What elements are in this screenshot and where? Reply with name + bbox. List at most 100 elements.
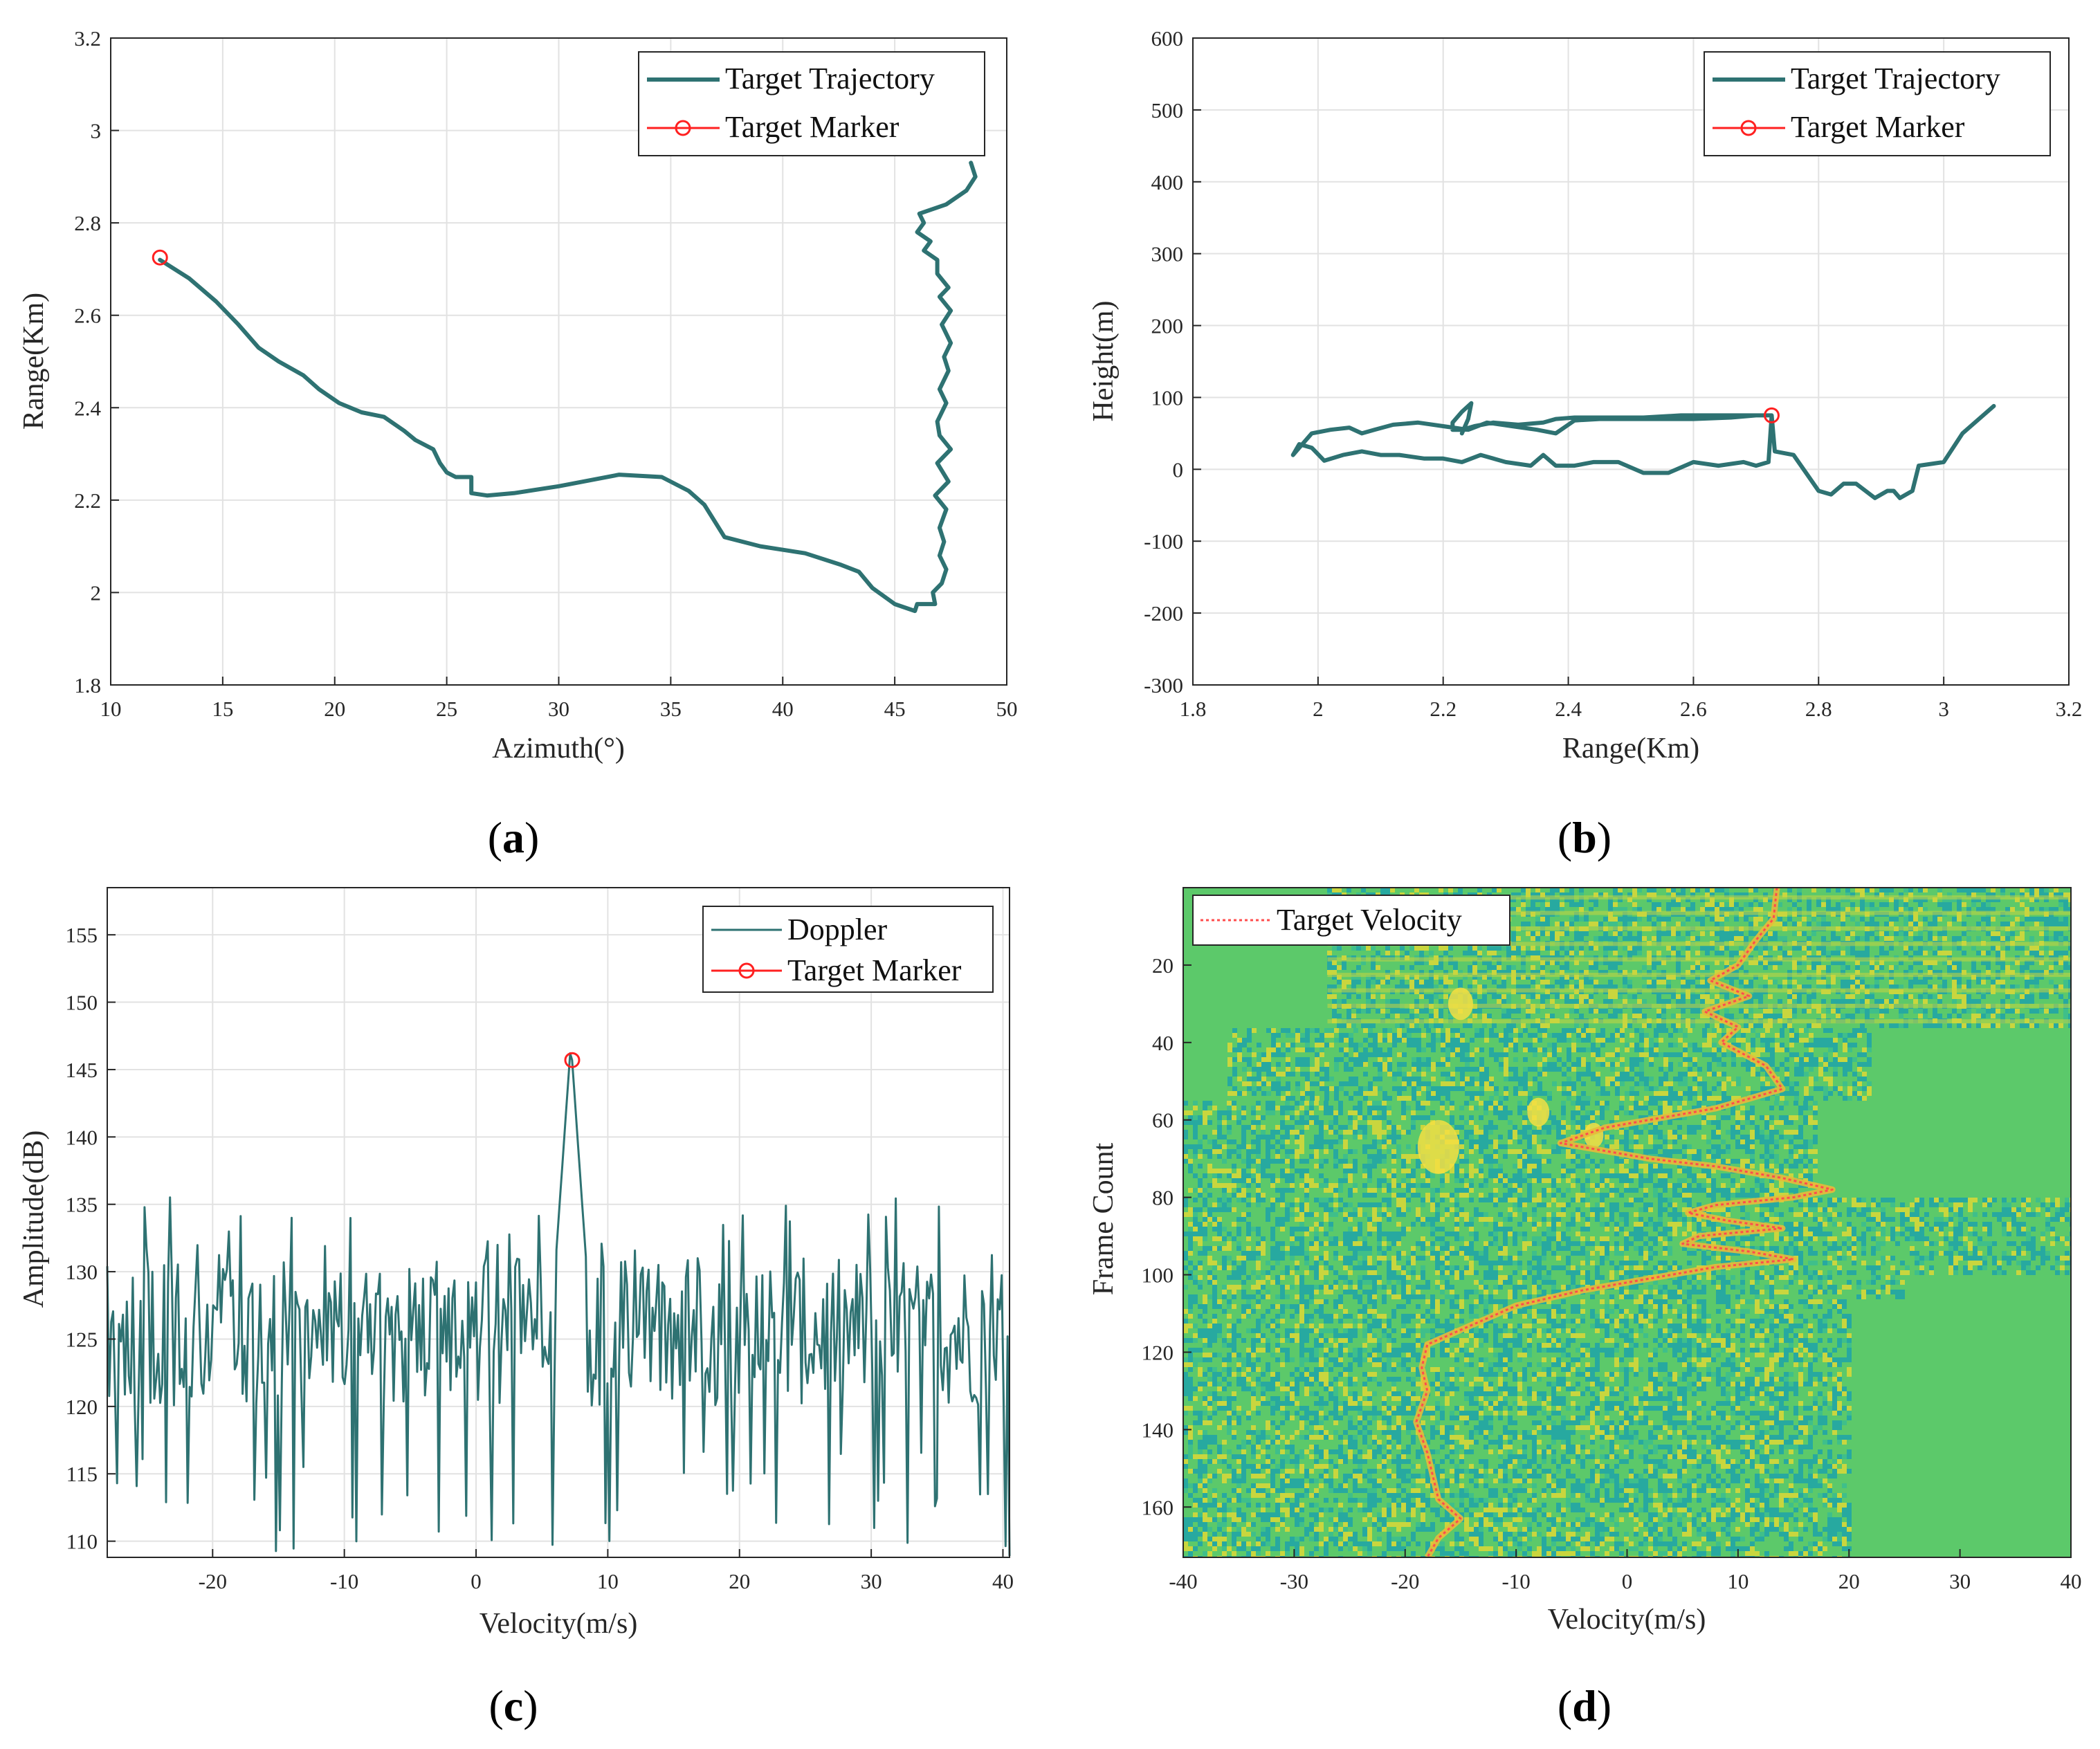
heatmap-cell [1653, 1135, 1658, 1139]
heatmap-cell [1653, 1110, 1658, 1115]
heatmap-cell [1789, 1081, 1794, 1086]
heatmap-cell [1537, 1125, 1542, 1130]
heatmap-cell [1753, 888, 1758, 892]
heatmap-cell [1378, 1052, 1382, 1057]
heatmap-cell [1644, 1081, 1649, 1086]
heatmap-cell [1976, 936, 1981, 941]
heatmap-cell [1479, 1057, 1484, 1062]
heatmap-cell [1627, 922, 1632, 926]
heatmap-cell [1338, 1178, 1343, 1183]
heatmap-cell [1613, 892, 1618, 897]
heatmap-cell [1722, 1047, 1726, 1052]
heatmap-cell [1440, 1183, 1445, 1188]
heatmap-cell [1627, 931, 1632, 936]
heatmap-cell [1751, 1091, 1755, 1096]
heatmap-cell [1489, 1052, 1494, 1057]
heatmap-cell [1261, 1052, 1266, 1057]
heatmap-cell [1532, 1159, 1537, 1164]
heatmap-cell [1455, 1047, 1460, 1052]
heatmap-cell [1798, 1106, 1803, 1110]
heatmap-cell [1290, 1043, 1295, 1047]
heatmap-cell [1460, 1067, 1465, 1072]
heatmap-cell [1731, 1043, 1736, 1047]
heatmap-cell [1716, 1159, 1721, 1164]
heatmap-cell [1681, 999, 1686, 1004]
heatmap-cell [1450, 1101, 1454, 1106]
y-tick-label: 500 [1151, 98, 1184, 122]
heatmap-cell [1661, 917, 1666, 922]
heatmap-cell [1923, 951, 1928, 955]
heatmap-cell [1589, 922, 1594, 926]
heatmap-cell [1412, 1062, 1416, 1067]
heatmap-cell [1787, 888, 1792, 892]
heatmap-cell [1472, 975, 1477, 980]
heatmap-cell [1503, 1173, 1508, 1178]
heatmap-cell [1286, 1062, 1290, 1067]
heatmap-cell [1705, 946, 1710, 951]
heatmap-cell [2020, 902, 2025, 907]
heatmap-cell [2029, 1023, 2034, 1028]
heatmap-cell [2015, 960, 2020, 965]
heatmap-cell [1852, 1091, 1857, 1096]
heatmap-cell [1555, 960, 1560, 965]
heatmap-cell [1618, 994, 1623, 999]
heatmap-cell [1232, 1101, 1236, 1106]
heatmap-cell [1663, 1173, 1668, 1178]
heatmap-cell [1755, 1130, 1760, 1135]
heatmap-cell [1402, 1077, 1407, 1081]
heatmap-cell [1595, 1169, 1600, 1173]
y-tick-label: 200 [1151, 314, 1184, 338]
heatmap-cell [1764, 1144, 1769, 1149]
heatmap-cell [1813, 1106, 1818, 1110]
heatmap-cell [1299, 1130, 1304, 1135]
heatmap-cell [1276, 1077, 1281, 1081]
heatmap-cell [1285, 1125, 1290, 1130]
heatmap-cell [1942, 931, 1947, 936]
heatmap-cell [1594, 902, 1598, 907]
heatmap-cell [1804, 1052, 1809, 1057]
heatmap-cell [1928, 931, 1933, 936]
heatmap-cell [1542, 1149, 1546, 1154]
heatmap-cell [2020, 888, 2025, 892]
heatmap-cell [1613, 960, 1618, 965]
heatmap-cell [1469, 1130, 1474, 1135]
heatmap-cell [1371, 1023, 1376, 1028]
heatmap-cell [1469, 1173, 1474, 1178]
heatmap-cell [1232, 1028, 1237, 1033]
heatmap-cell [1629, 1139, 1634, 1144]
heatmap-cell [1513, 1072, 1518, 1077]
heatmap-cell [1632, 936, 1637, 941]
heatmap-cell [1338, 1106, 1343, 1110]
heatmap-cell [1874, 975, 1879, 980]
heatmap-cell [1299, 1169, 1304, 1173]
heatmap-cell [1562, 1081, 1567, 1086]
heatmap-cell [1711, 1183, 1716, 1188]
heatmap-cell [1913, 951, 1918, 955]
heatmap-cell [1232, 1173, 1236, 1178]
heatmap-cell [1503, 1154, 1508, 1159]
heatmap-cell [1493, 1139, 1498, 1144]
heatmap-cell [1469, 1164, 1474, 1169]
heatmap-cell [1400, 965, 1405, 970]
heatmap-cell [1695, 917, 1700, 922]
heatmap-cell [1299, 1135, 1304, 1139]
heatmap-cell [1256, 1183, 1261, 1188]
heatmap-cell [1600, 1101, 1605, 1106]
heatmap-cell [1516, 907, 1521, 912]
heatmap-cell [1654, 1052, 1659, 1057]
heatmap-cell [1821, 902, 1826, 907]
heatmap-cell [1523, 1043, 1528, 1047]
heatmap-cell [1382, 1115, 1387, 1120]
heatmap-cell [1542, 1139, 1546, 1144]
heatmap-cell [1285, 1106, 1290, 1110]
heatmap-cell [1439, 1023, 1443, 1028]
heatmap-cell [1736, 1038, 1741, 1043]
heatmap-cell [1739, 1009, 1744, 1014]
heatmap-cell [1933, 917, 1937, 922]
heatmap-cell [1618, 1009, 1623, 1014]
heatmap-cell [2029, 936, 2034, 941]
heatmap-cell [1551, 1115, 1556, 1120]
heatmap-cell [1649, 1077, 1654, 1081]
heatmap-cell [1380, 888, 1385, 892]
heatmap-cell [1717, 1062, 1722, 1067]
